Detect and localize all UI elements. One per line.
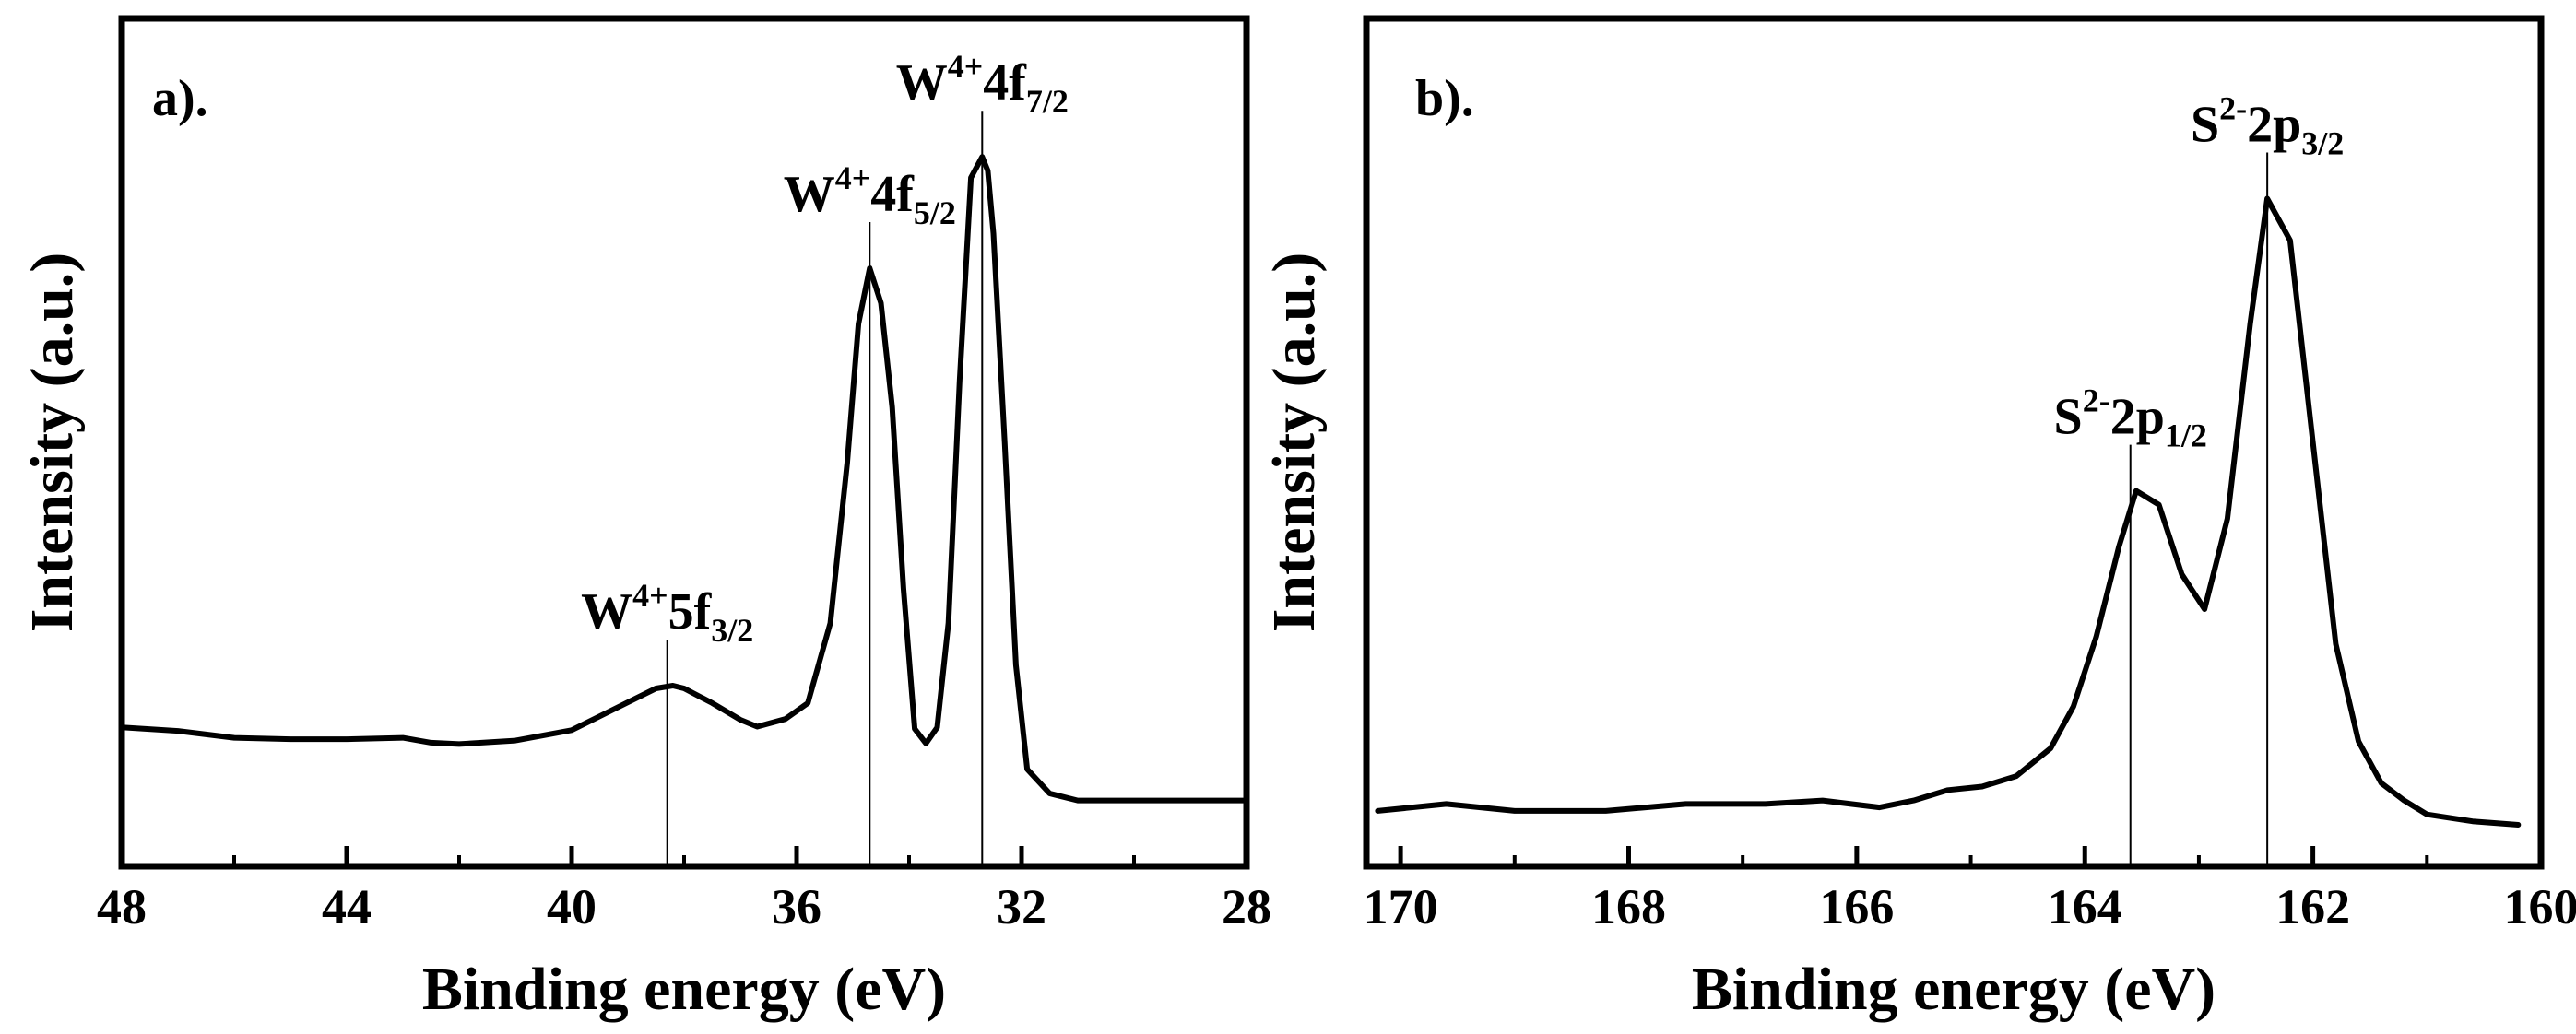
peak-label-subscript: 3/2 [2301, 125, 2344, 162]
spectrum-line [1375, 195, 2522, 828]
x-tick-label: 40 [547, 879, 597, 934]
peak-label-orbital: 5f [668, 583, 713, 640]
x-axis-title: Binding energy (eV) [1692, 956, 2216, 1023]
x-tick-label: 48 [97, 879, 147, 934]
peak-label-element: W [896, 54, 948, 112]
panel-label: a). [152, 70, 208, 127]
peak-label-orbital: 2p [2110, 389, 2165, 446]
panel-a: 48 44 40 36 32 28 Binding energy (eV) Intensity… [18, 15, 1271, 1023]
x-tick-label: 170 [1364, 879, 1438, 934]
x-axis-title: Binding energy (eV) [422, 956, 946, 1023]
peak-label: W4+5f3/2 [581, 577, 753, 649]
peak-label-element: S [2054, 389, 2083, 446]
panel-b: 170 168 166 164 162 160 Binding energy (eV) Int… [1260, 15, 2576, 1023]
peak-label-orbital: 4f [870, 166, 915, 223]
peak-label-orbital: 2p [2247, 97, 2301, 154]
peak-label: W4+4f7/2 [896, 48, 1069, 120]
peak-label-subscript: 3/2 [711, 612, 753, 649]
plot-frame [1363, 15, 2545, 870]
x-tick-label: 44 [322, 879, 372, 934]
panel-label: b). [1415, 70, 1474, 127]
x-tick-label: 28 [1222, 879, 1271, 934]
peak-label: S2-2p1/2 [2054, 382, 2207, 454]
peak-label-element: S [2191, 97, 2219, 154]
peak-label-charge: 2- [2083, 382, 2110, 419]
peak-label-charge: 2- [2219, 90, 2247, 127]
x-tick-label: 160 [2504, 879, 2576, 934]
peak-label-charge: 4+ [632, 577, 668, 614]
peak-label-subscript: 5/2 [914, 194, 956, 231]
x-tick-label: 162 [2275, 879, 2350, 934]
y-axis-title: Intensity (a.u.) [1260, 253, 1328, 633]
peak-label-element: W [581, 583, 632, 640]
peak-label-subscript: 1/2 [2165, 417, 2207, 454]
peak-label-charge: 4+ [835, 159, 871, 196]
x-tick-label: 164 [2048, 879, 2122, 934]
x-tick-label: 36 [772, 879, 821, 934]
x-tick-label: 166 [1819, 879, 1894, 934]
peak-label-element: W [784, 166, 835, 223]
x-tick-label: 168 [1591, 879, 1666, 934]
peak-label: W4+4f5/2 [784, 159, 956, 231]
peak-label-subscript: 7/2 [1026, 83, 1069, 120]
x-tick-label: 32 [997, 879, 1046, 934]
peak-label-orbital: 4f [983, 54, 1027, 112]
peak-label-charge: 4+ [948, 48, 984, 85]
y-axis-title: Intensity (a.u.) [18, 253, 86, 633]
spectrum-line [119, 154, 1249, 804]
peak-label: S2-2p3/2 [2191, 90, 2344, 162]
